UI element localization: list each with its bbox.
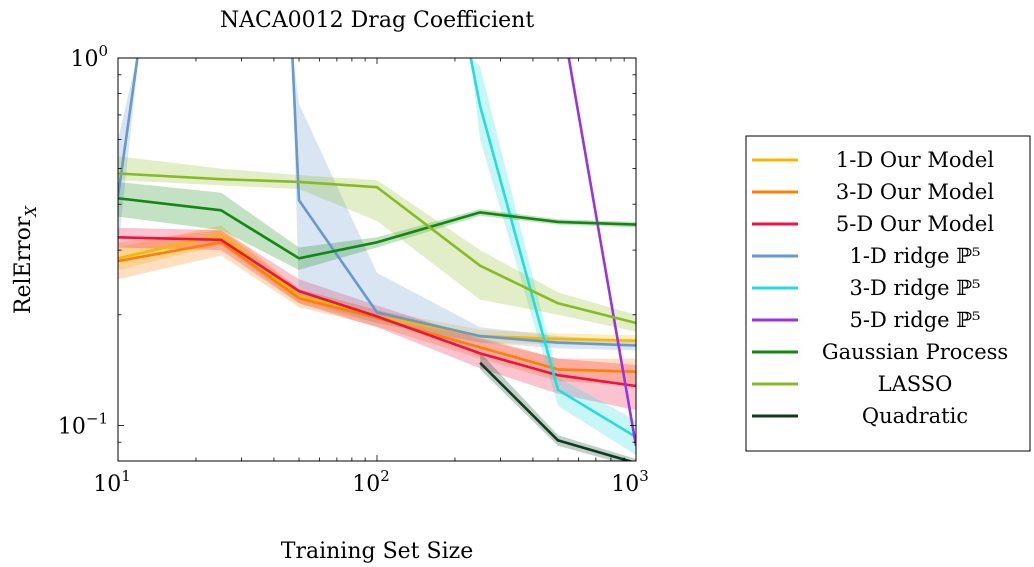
y-tick-label-base: 10 (58, 414, 86, 439)
x-tick-label-base: 10 (93, 472, 121, 497)
svg-text:RelErrorX: RelErrorX (11, 205, 40, 314)
y-axis-title: RelErrorX (11, 205, 40, 314)
line-lasso (118, 172, 636, 325)
x-tick-label: 101 (93, 467, 131, 497)
x-tick-label-exponent: 3 (639, 467, 649, 485)
legend-label-gaussian-process: Gaussian Process (822, 340, 1008, 364)
x-axis-title: Training Set Size (281, 539, 473, 564)
legend-label-3-d-ridge-p5: 3-D ridge ℙ⁵ (850, 276, 981, 300)
line-3-d-our-model (118, 241, 636, 373)
x-tick-label: 103 (611, 467, 649, 497)
legend: 1-D Our Model 3-D Our Model 5-D Our Model 1… (745, 135, 1031, 452)
line-5-d-our-model (118, 236, 636, 388)
confidence-bands (118, 58, 636, 461)
legend-frame (745, 135, 1031, 452)
legend-label-lasso: LASSO (878, 372, 953, 396)
y-tick-label: 100 (70, 42, 108, 72)
x-tick-label-exponent: 2 (380, 467, 390, 485)
y-tick-label-exponent: 0 (98, 42, 108, 60)
x-tick-label-base: 10 (352, 472, 380, 497)
x-tick-label-exponent: 1 (121, 467, 131, 485)
line-gaussian-process (118, 197, 636, 260)
line-quadratic (479, 361, 634, 461)
legend-label-3-d-our-model: 3-D Our Model (836, 180, 994, 204)
legend-label-1-d-ridge-p5: 1-D ridge ℙ⁵ (850, 244, 981, 268)
band-lasso (118, 156, 636, 332)
legend-label-quadratic: Quadratic (862, 404, 968, 428)
y-tick-label-exponent: −1 (86, 409, 108, 427)
y-tick-label-base: 10 (70, 47, 98, 72)
chart-title: NACA0012 Drag Coefficient (220, 8, 534, 33)
line-5-d-ridge-p5 (567, 58, 636, 447)
line-3-d-ridge-p5 (469, 58, 636, 439)
x-tick-label-base: 10 (611, 472, 639, 497)
series-lines (118, 58, 636, 461)
legend-label-5-d-our-model: 5-D Our Model (836, 212, 994, 236)
y-axis-title-subscript: X (22, 205, 40, 218)
band-gaussian-process (118, 181, 636, 270)
legend-label-1-d-our-model: 1-D Our Model (836, 148, 994, 172)
legend-label-5-d-ridge-p5: 5-D ridge ℙ⁵ (850, 308, 981, 332)
band-1-d-ridge-p5 (118, 58, 636, 351)
y-tick-label: 10−1 (58, 409, 108, 439)
x-tick-label: 102 (352, 467, 390, 497)
band-3-d-our-model (118, 230, 636, 386)
axis-ticks (117, 57, 637, 462)
y-axis-title-main: RelError (11, 216, 36, 314)
